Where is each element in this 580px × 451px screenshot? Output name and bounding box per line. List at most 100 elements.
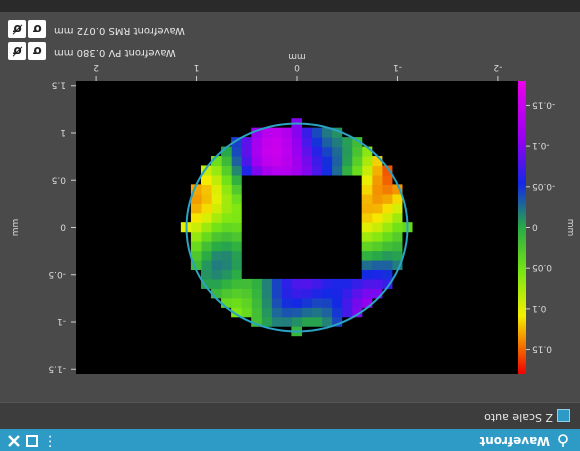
heatmap-cell	[291, 146, 303, 157]
heatmap-cell	[291, 127, 303, 138]
pv-sigma-settings-icon[interactable]: σ̸	[8, 42, 26, 60]
heatmap-cell	[231, 137, 242, 148]
heatmap-cell	[381, 193, 393, 204]
heatmap-cell	[361, 174, 373, 185]
heatmap-cell	[211, 269, 222, 280]
heatmap-cell	[231, 307, 242, 318]
heatmap-cell	[321, 137, 333, 148]
heatmap-cell	[341, 146, 353, 157]
heatmap-cell	[301, 278, 313, 289]
heatmap-cell	[231, 193, 242, 204]
heatmap-cell	[351, 137, 363, 148]
heatmap-cell	[231, 241, 242, 252]
colorbar-tick-label: 0	[532, 222, 538, 232]
zscale-auto-checkbox[interactable]	[557, 409, 570, 422]
heatmap-cell	[261, 137, 272, 148]
close-icon[interactable]	[6, 433, 22, 449]
heatmap-cell	[331, 165, 343, 176]
heatmap-cell	[221, 193, 232, 204]
heatmap-cell	[211, 193, 222, 204]
heatmap-cell	[321, 146, 333, 157]
y-tick-label: 1	[60, 127, 66, 137]
heatmap-cell	[361, 156, 373, 167]
heatmap-cell	[361, 193, 373, 204]
heatmap-cell	[200, 259, 212, 271]
heatmap-cell	[271, 137, 282, 148]
heatmap-cell	[271, 146, 282, 157]
heatmap-cell	[391, 231, 403, 242]
title-bar[interactable]: Wavefront ⋮	[0, 429, 580, 451]
heatmap-cell	[331, 297, 343, 308]
heatmap-cell	[361, 259, 373, 271]
heatmap-cell	[311, 165, 323, 176]
x-tick-label: 1	[194, 62, 200, 72]
heatmap-cell	[371, 241, 383, 252]
heatmap-cell	[301, 288, 313, 299]
heatmap-cell	[371, 222, 383, 233]
heatmap-cell	[391, 259, 403, 271]
heatmap-cell	[281, 307, 292, 318]
heatmap-cell	[381, 212, 393, 223]
heatmap-cell	[281, 288, 292, 299]
heatmap-cell	[221, 241, 232, 252]
toolbar: Z Scale auto	[0, 402, 580, 429]
heatmap-cell	[271, 288, 282, 299]
heatmap-cell	[351, 307, 363, 318]
x-tick-label: 0	[294, 62, 300, 72]
heatmap-cell	[311, 297, 323, 308]
heatmap-cell	[221, 156, 232, 167]
heatmap-cell	[241, 278, 252, 289]
heatmap-cell	[281, 316, 292, 327]
heatmap-cell	[381, 184, 393, 195]
x-axis-label: mm	[288, 51, 306, 61]
y-tick-label: -1	[57, 316, 66, 326]
colorbar	[518, 81, 526, 374]
heatmap-cell	[391, 212, 403, 223]
heatmap-cell	[361, 165, 373, 176]
heatmap-cell	[321, 127, 333, 138]
heatmap-cell	[231, 174, 242, 185]
heatmap-cell	[261, 156, 272, 167]
heatmap-cell	[331, 278, 343, 289]
heatmap-cell	[351, 278, 363, 289]
heatmap-cell	[331, 156, 343, 167]
heatmap-cell	[211, 231, 222, 242]
rms-sigma-settings-icon[interactable]: σ̸	[8, 20, 26, 38]
heatmap-cell	[211, 241, 222, 252]
heatmap-cell	[251, 288, 262, 299]
heatmap-cell	[361, 241, 373, 252]
heatmap-cell	[231, 231, 242, 242]
maximize-icon[interactable]	[24, 433, 40, 449]
pv-sigma-icon[interactable]: σ	[28, 42, 46, 60]
heatmap-cell	[371, 203, 383, 214]
pv-readout: Wavefront PV 0.380 mm σ σ̸	[0, 42, 580, 60]
heatmap-cell	[301, 127, 313, 138]
heatmap-cell	[251, 146, 262, 157]
heatmap-cell	[381, 259, 393, 271]
heatmap-cell	[211, 288, 222, 299]
heatmap-cell	[200, 250, 212, 261]
heatmap-cell	[190, 250, 202, 261]
heatmap-cell	[321, 297, 333, 308]
heatmap-cell	[241, 137, 252, 148]
heatmap-cell	[211, 184, 222, 195]
pupil-outline	[185, 122, 409, 333]
kebab-menu-icon[interactable]: ⋮	[43, 433, 57, 449]
heatmap-cell	[371, 269, 383, 280]
wavefront-chart: -2 -1 0 1 2 mm -1.5 -1 -0.5 0 0.5 1 1.5 mm -0.15 -0.1 -0…	[11, 51, 575, 374]
heatmap-cell	[291, 156, 303, 167]
heatmap-cell	[371, 250, 383, 261]
colorbar-tick-label: 0.05	[532, 262, 552, 272]
heatmap-cell	[341, 137, 353, 148]
heatmap-cell	[231, 156, 242, 167]
heatmap-cell	[341, 297, 353, 308]
heatmap-cell	[200, 231, 212, 242]
heatmap-cell	[261, 297, 272, 308]
pv-readout-text: Wavefront PV 0.380 mm	[54, 47, 176, 58]
rms-sigma-icon[interactable]: σ	[28, 20, 46, 38]
heatmap-cell	[301, 307, 313, 318]
heatmap-cell	[190, 212, 202, 223]
colorbar-tick-label: -0.1	[532, 140, 550, 150]
pv-unit: mm	[54, 47, 74, 58]
heatmap-cell	[271, 297, 282, 308]
